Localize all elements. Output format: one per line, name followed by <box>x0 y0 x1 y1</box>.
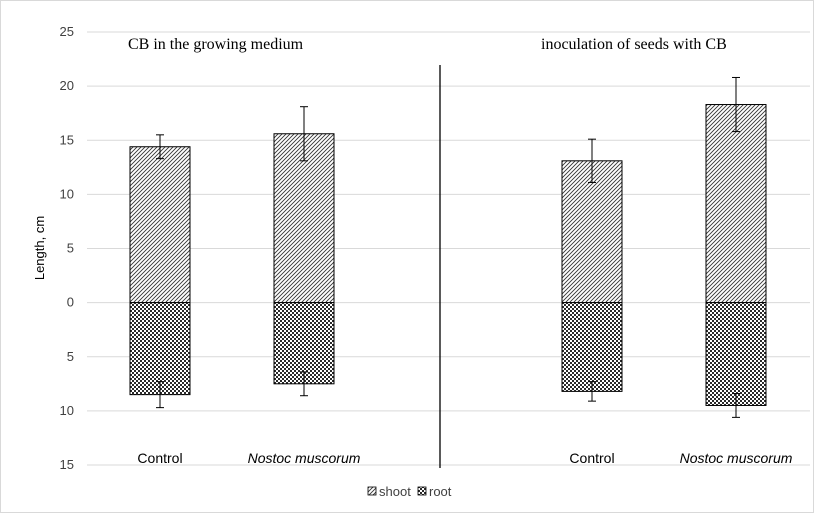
category-label: Nostoc muscorum <box>248 450 361 466</box>
y-axis-label: Length, cm <box>32 216 47 280</box>
y-tick-label: 10 <box>60 186 74 201</box>
error-bar-root <box>300 371 308 397</box>
bar-root <box>273 302 335 385</box>
y-tick-label: 25 <box>60 24 74 39</box>
category-label: Control <box>137 450 182 466</box>
y-tick-label: 10 <box>60 403 74 418</box>
category-labels: Control Nostoc muscorum Control Nostoc musc… <box>137 450 792 466</box>
y-tick-label: 0 <box>67 295 74 310</box>
legend-label-shoot: shoot <box>379 484 411 499</box>
bar-shoot <box>129 146 191 304</box>
bar-shoot <box>561 160 623 304</box>
y-axis-ticks: 25 20 15 10 5 0 5 10 15 <box>60 24 74 472</box>
error-bar-root <box>156 381 164 409</box>
y-tick-label: 15 <box>60 132 74 147</box>
bars <box>129 104 767 406</box>
legend-swatch-root <box>417 486 427 496</box>
category-label: Control <box>569 450 614 466</box>
legend: shoot root <box>367 484 452 499</box>
category-label: Nostoc muscorum <box>680 450 793 466</box>
bar-root <box>561 302 623 392</box>
y-tick-label: 5 <box>67 349 74 364</box>
legend-label-root: root <box>429 484 452 499</box>
panel-title-right: inoculation of seeds with CB <box>541 36 727 53</box>
bar-root <box>705 302 767 406</box>
error-bar-shoot <box>588 138 596 183</box>
bar-shoot <box>705 104 767 304</box>
y-tick-label: 5 <box>67 241 74 256</box>
panel-title-left: CB in the growing medium <box>128 36 304 53</box>
error-bar-shoot <box>732 76 740 133</box>
legend-swatch-shoot <box>367 486 377 496</box>
y-tick-label: 15 <box>60 457 74 472</box>
gridlines <box>87 31 810 466</box>
bar-root <box>129 302 191 396</box>
error-bar-shoot <box>300 106 308 162</box>
error-bar-root <box>732 393 740 418</box>
y-tick-label: 20 <box>60 78 74 93</box>
error-bar-shoot <box>156 134 164 160</box>
error-bars <box>156 76 740 418</box>
error-bar-root <box>588 381 596 402</box>
